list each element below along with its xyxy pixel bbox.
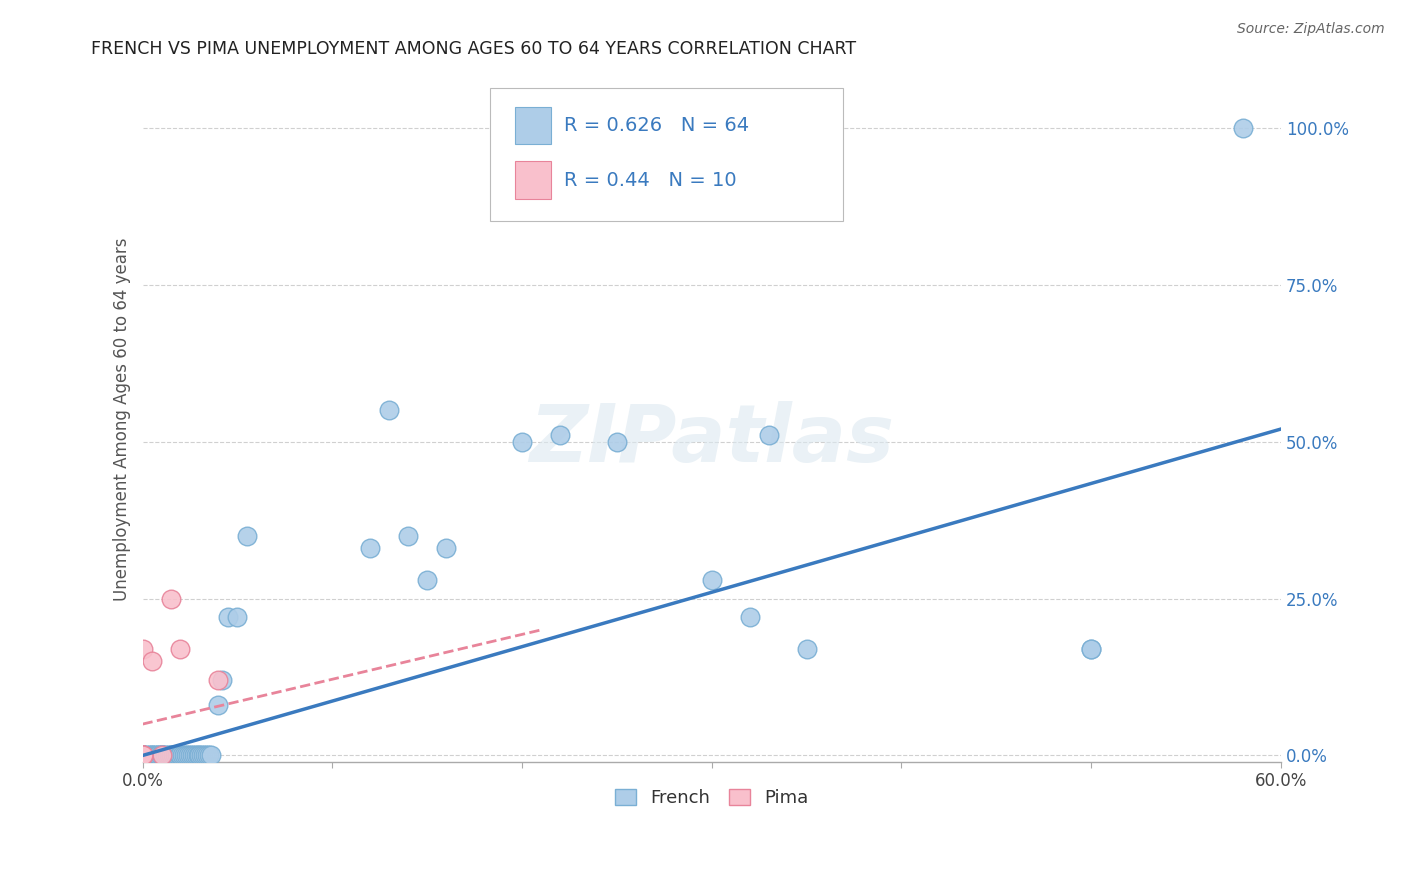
Point — [142, 748, 165, 763]
Point — [166, 748, 188, 763]
Point — [378, 403, 401, 417]
Point — [131, 748, 153, 763]
Point — [606, 434, 628, 449]
Point — [131, 748, 153, 763]
Text: R = 0.626   N = 64: R = 0.626 N = 64 — [564, 116, 749, 135]
Point — [169, 641, 191, 656]
Point — [131, 748, 153, 763]
Point — [131, 641, 153, 656]
Point — [131, 748, 153, 763]
Point — [141, 748, 163, 763]
Point — [150, 748, 173, 763]
Point — [758, 428, 780, 442]
FancyBboxPatch shape — [515, 161, 551, 199]
Point — [179, 748, 201, 763]
Point — [1080, 641, 1102, 656]
Point — [226, 610, 249, 624]
Point — [193, 748, 215, 763]
Point — [131, 748, 153, 763]
Point — [190, 748, 212, 763]
Point — [141, 748, 163, 763]
Point — [198, 748, 221, 763]
Text: ZIPatlas: ZIPatlas — [529, 401, 894, 479]
Point — [217, 610, 239, 624]
Point — [195, 748, 218, 763]
Point — [139, 748, 162, 763]
Point — [131, 748, 153, 763]
Point — [200, 748, 222, 763]
Point — [162, 748, 184, 763]
Point — [188, 748, 211, 763]
Point — [434, 541, 457, 556]
Point — [173, 748, 195, 763]
Point — [183, 748, 205, 763]
Point — [146, 748, 169, 763]
Point — [131, 748, 153, 763]
Point — [177, 748, 200, 763]
Point — [416, 573, 439, 587]
Point — [396, 529, 419, 543]
Point — [738, 610, 761, 624]
Point — [145, 748, 167, 763]
Point — [150, 748, 173, 763]
Point — [207, 673, 229, 688]
Point — [700, 573, 723, 587]
Point — [207, 698, 229, 713]
Legend: French, Pima: French, Pima — [607, 781, 815, 814]
Point — [150, 748, 173, 763]
Point — [146, 748, 169, 763]
Point — [157, 748, 180, 763]
Text: R = 0.44   N = 10: R = 0.44 N = 10 — [564, 170, 737, 190]
Point — [359, 541, 381, 556]
Point — [160, 748, 183, 763]
Point — [211, 673, 233, 688]
Point — [172, 748, 194, 763]
Point — [131, 748, 153, 763]
Point — [548, 428, 571, 442]
Point — [136, 748, 159, 763]
Point — [796, 641, 818, 656]
Point — [131, 748, 153, 763]
Point — [194, 748, 217, 763]
Point — [160, 591, 183, 606]
Point — [135, 748, 157, 763]
Point — [184, 748, 207, 763]
Point — [131, 748, 153, 763]
Point — [236, 529, 259, 543]
Point — [167, 748, 190, 763]
Point — [1232, 120, 1254, 135]
Point — [152, 748, 174, 763]
Point — [1080, 641, 1102, 656]
Point — [174, 748, 197, 763]
Point — [156, 748, 179, 763]
Point — [163, 748, 186, 763]
Point — [141, 654, 163, 668]
FancyBboxPatch shape — [489, 87, 842, 221]
Point — [169, 748, 191, 763]
Point — [160, 748, 183, 763]
Point — [510, 434, 533, 449]
Point — [150, 748, 173, 763]
Point — [131, 748, 153, 763]
Text: FRENCH VS PIMA UNEMPLOYMENT AMONG AGES 60 TO 64 YEARS CORRELATION CHART: FRENCH VS PIMA UNEMPLOYMENT AMONG AGES 6… — [91, 40, 856, 58]
Point — [131, 748, 153, 763]
Point — [149, 748, 172, 763]
Y-axis label: Unemployment Among Ages 60 to 64 years: Unemployment Among Ages 60 to 64 years — [114, 238, 131, 601]
FancyBboxPatch shape — [515, 106, 551, 145]
Point — [180, 748, 202, 763]
Point — [187, 748, 209, 763]
Text: Source: ZipAtlas.com: Source: ZipAtlas.com — [1237, 22, 1385, 37]
Point — [131, 748, 153, 763]
Point — [131, 748, 153, 763]
Point — [155, 748, 177, 763]
